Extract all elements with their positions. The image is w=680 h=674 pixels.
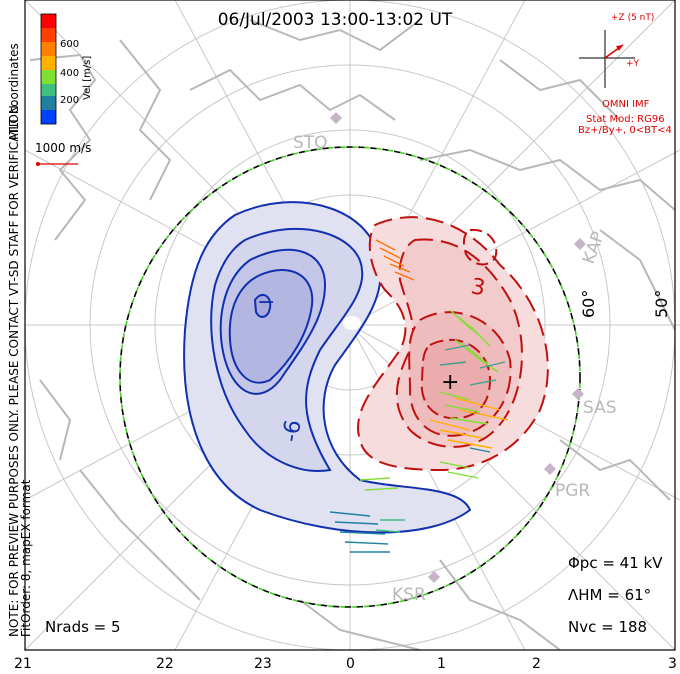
- coastlines: [29, 19, 676, 651]
- mlt-label-2: 2: [532, 656, 541, 672]
- potential-minimum-mark: −: [257, 290, 275, 315]
- negative-potential-cell: [183, 201, 472, 534]
- latitude-label-50: 50°: [652, 290, 671, 318]
- imf-condition-label: Bz+/By+, 0<BT<4: [578, 125, 672, 136]
- station-markers: [330, 112, 586, 583]
- imf-z-label: +Z (5 nT): [611, 13, 654, 23]
- mlt-label-0: 0: [346, 656, 355, 672]
- station-label-ksr: KSR: [392, 585, 426, 605]
- station-label-pgr: PGR: [555, 481, 590, 501]
- imf-y-label: +Y: [626, 59, 640, 69]
- heppner-maynard-boundary: [119, 146, 581, 608]
- colorbar-tick-400: 400: [60, 68, 79, 79]
- vector-count: Nvc = 188: [568, 618, 647, 636]
- mlt-label-3: 3: [668, 656, 677, 672]
- map-frame: [24, 0, 676, 651]
- colorbar-tick-200: 200: [60, 95, 79, 106]
- colorbar-tick-600: 600: [60, 39, 79, 50]
- mlt-label-22: 22: [156, 656, 174, 672]
- vector-scale-label: 1000 m/s: [35, 141, 91, 155]
- stat-model-label: Stat Mod: RG96: [586, 114, 665, 125]
- velocity-colorbar: [40, 13, 57, 125]
- contour-label-positive: 3: [469, 274, 487, 301]
- potential-maximum-mark: +: [441, 370, 459, 395]
- mlt-label-1: 1: [437, 656, 446, 672]
- station-label-sto: STO: [293, 133, 328, 153]
- latitude-label-60: 60°: [579, 290, 598, 318]
- imf-source-label: OMNI IMF: [602, 99, 650, 110]
- station-label-kap: KAP: [579, 229, 609, 267]
- vector-scale-arrow: [36, 162, 78, 166]
- imf-clock-dial: [579, 30, 635, 88]
- radar-count: Nrads = 5: [45, 618, 121, 636]
- hm-latitude: ΛHM = 61°: [568, 586, 651, 604]
- map-title: 06/Jul/2003 13:00-13:02 UT: [218, 10, 453, 30]
- mlt-label-21: 21: [14, 656, 32, 672]
- contour-label-negative: -6: [278, 418, 306, 444]
- preview-note: NOTE: FOR PREVIEW PURPOSES ONLY. PLEASE …: [7, 101, 21, 637]
- coordinate-system-label: MLT coordinates: [7, 43, 21, 140]
- station-label-sas: SAS: [583, 398, 617, 418]
- colorbar-label: Vel [m/s]: [82, 56, 93, 100]
- mlt-label-23: 23: [254, 656, 272, 672]
- velocity-vectors: [329, 239, 509, 553]
- fit-order-note: FitOrder: 8, mapEX format: [19, 479, 33, 637]
- cross-polar-potential: Φpc = 41 kV: [568, 554, 663, 572]
